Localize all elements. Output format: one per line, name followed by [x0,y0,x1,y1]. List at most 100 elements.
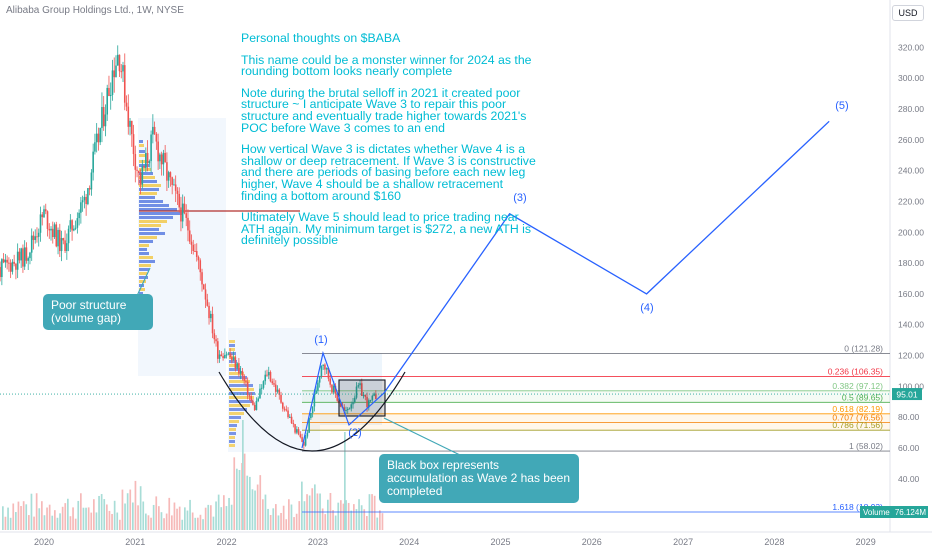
candle-body [346,409,349,411]
candle-body [211,313,214,334]
candle-body [176,190,179,194]
volume-bar [251,489,254,530]
volume-bar [48,504,51,530]
candle-body [157,141,159,162]
volume-bar [126,493,129,530]
volume-bar [152,504,155,530]
volume-bar [178,506,181,530]
volume-bar [259,475,262,530]
candle-body [280,394,282,403]
volume-bar [345,500,347,530]
candle-body [368,400,370,408]
accumulation-box [338,379,386,417]
y-tick-label: 100.00 [898,381,924,391]
volume-profile-row [229,344,235,347]
candle-body [255,400,258,411]
candle-body [373,393,375,396]
candle-body [90,172,93,190]
volume-profile-row [139,272,147,275]
candle-body [160,154,163,165]
candle-body [141,166,144,185]
candle-body [30,235,33,253]
candle-body [232,357,235,361]
volume-bar [355,509,358,530]
candle-body [311,406,314,414]
candle-body [81,200,84,203]
candle-body [262,381,265,388]
volume-profile-row [229,384,253,387]
candle-body [231,357,233,361]
candle-body [220,354,223,357]
volume-bar [82,507,85,530]
volume-bar [272,508,275,530]
currency-button[interactable]: USD [892,5,924,21]
volume-bar [142,501,145,530]
volume-profile-row [139,224,161,227]
symbol-title: Alibaba Group Holdings Ltd., 1W, NYSE [6,5,184,16]
candle-body [51,228,54,238]
x-tick-label: 2022 [217,537,237,547]
volume-bar [56,517,59,530]
candle-body [162,152,165,165]
volume-bar [72,507,74,530]
candle-body [278,389,281,395]
candle-body [95,133,98,143]
candle-body [324,364,326,370]
candle-body [152,126,154,135]
volume-profile-row [229,420,239,423]
volume-profile-row [139,212,183,215]
candle-body [48,228,51,231]
volume-bar [111,513,113,530]
candle-body [308,417,310,433]
candle-body [13,261,15,264]
candle-body [22,248,24,267]
volume-bar [121,489,124,530]
volume-bar [108,510,111,530]
volume-badge [860,506,928,518]
volume-bar [340,500,342,530]
volume-bar [217,494,220,530]
volume-profile-row [229,396,254,399]
volume-bar [25,504,28,530]
candle-body [285,409,288,411]
volume-bar [332,510,334,530]
volume-bar [194,517,197,530]
wave-projection-line [383,120,830,394]
volume-profile-row [229,436,235,439]
volume-bar [264,494,267,530]
x-tick-label: 2023 [308,537,328,547]
volume-bar [337,502,340,530]
y-tick-label: 260.00 [898,135,924,145]
candle-body [218,354,221,359]
volume-profile-row [139,154,146,157]
x-tick-label: 2027 [673,537,693,547]
candle-body [153,126,156,134]
candle-body [371,395,374,400]
candle-body [145,152,147,168]
volume-bar [301,481,303,530]
candle-body [297,429,300,435]
volume-profile-row [139,216,173,219]
candle-body [129,120,131,127]
fib-level-label: 0.5 (89.65) [842,392,883,402]
volume-bar [191,512,194,530]
y-tick-label: 60.00 [898,443,920,453]
candle-body [332,385,335,393]
volume-bar [308,495,311,530]
candle-body [46,211,49,229]
volume-profile-row [139,276,148,279]
volume-bar [98,495,100,530]
volume-bar [225,506,228,530]
candle-body [222,356,224,359]
volume-bar [2,506,4,530]
wave-label: (5) [835,100,848,112]
volume-profile-row [139,184,161,187]
volume-bar [74,518,77,530]
candle-body [53,224,56,238]
volume-bar [147,515,150,530]
candle-body [34,236,37,240]
candle-body [299,434,302,438]
volume-bar [38,508,41,530]
volume-bar [33,516,35,530]
candle-body [343,407,346,411]
